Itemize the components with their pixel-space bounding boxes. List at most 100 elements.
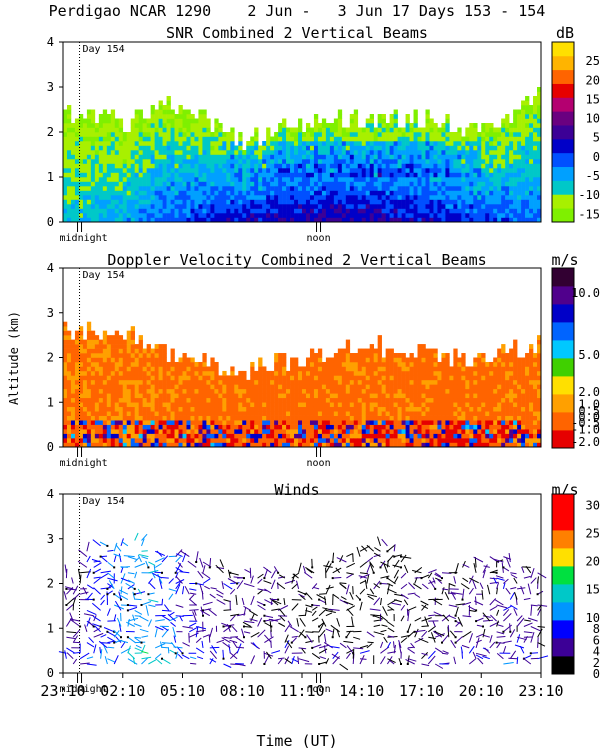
heatmap-cell	[202, 424, 207, 430]
heatmap-cell	[389, 136, 394, 142]
heatmap-cell	[441, 177, 446, 182]
heatmap-cell	[186, 217, 191, 223]
heatmap-cell	[473, 420, 478, 425]
heatmap-cell	[321, 190, 327, 196]
heatmap-cell	[317, 199, 323, 205]
heatmap-cell	[425, 190, 430, 196]
heatmap-cell	[134, 190, 139, 196]
heatmap-cell	[166, 397, 171, 403]
heatmap-cell	[82, 145, 88, 151]
heatmap-cell	[385, 195, 390, 200]
heatmap-cell	[230, 379, 235, 385]
heatmap-cell	[337, 136, 343, 142]
heatmap-cell	[481, 213, 486, 218]
heatmap-cell	[174, 361, 179, 367]
heatmap-cell	[469, 442, 474, 448]
heatmap-cell	[210, 195, 215, 200]
heatmap-cell	[78, 442, 84, 448]
heatmap-cell	[497, 168, 502, 173]
heatmap-cell	[317, 150, 323, 155]
heatmap-cell	[417, 163, 422, 169]
heatmap-cell	[174, 379, 179, 385]
heatmap-cell	[130, 326, 135, 331]
heatmap-cell	[497, 195, 502, 200]
heatmap-cell	[242, 429, 247, 434]
heatmap-cell	[74, 357, 80, 363]
heatmap-cell	[214, 199, 219, 205]
heatmap-cell	[162, 344, 167, 349]
heatmap-cell	[537, 87, 542, 92]
heatmap-cell	[82, 208, 88, 214]
heatmap-cell	[529, 132, 534, 137]
heatmap-cell	[357, 204, 363, 209]
heatmap-cell	[218, 136, 223, 142]
heatmap-cell	[170, 118, 175, 124]
heatmap-cell	[142, 384, 147, 390]
heatmap-cell	[118, 190, 124, 196]
heatmap-cell	[126, 433, 132, 439]
heatmap-cell	[421, 136, 426, 142]
heatmap-cell	[162, 213, 167, 218]
heatmap-cell	[130, 195, 135, 200]
heatmap-cell	[282, 159, 287, 164]
heatmap-cell	[453, 199, 458, 205]
heatmap-cell	[517, 114, 522, 119]
heatmap-cell	[114, 397, 120, 403]
heatmap-cell	[110, 357, 116, 363]
heatmap-cell	[409, 177, 414, 182]
heatmap-cell	[389, 411, 394, 416]
heatmap-cell	[130, 141, 135, 146]
heatmap-cell	[425, 433, 430, 439]
heatmap-cell	[393, 384, 398, 390]
heatmap-cell	[274, 195, 279, 200]
heatmap-cell	[198, 118, 203, 124]
heatmap-cell	[441, 438, 446, 443]
heatmap-cell	[397, 199, 402, 205]
colorbar-swatch	[552, 69, 574, 84]
heatmap-cell	[313, 415, 319, 421]
heatmap-cell	[130, 335, 135, 340]
heatmap-cell	[341, 213, 347, 218]
heatmap-cell	[286, 163, 291, 169]
heatmap-cell	[138, 172, 143, 178]
heatmap-cell	[106, 366, 112, 372]
heatmap-cell	[533, 186, 538, 191]
heatmap-cell	[130, 406, 135, 412]
heatmap-cell	[369, 397, 374, 403]
heatmap-cell	[278, 375, 283, 381]
heatmap-cell	[86, 442, 92, 448]
heatmap-cell	[218, 384, 223, 390]
heatmap-cell	[361, 141, 367, 146]
heatmap-cell	[63, 384, 68, 390]
heatmap-cell	[254, 411, 259, 416]
heatmap-cell	[106, 132, 112, 137]
heatmap-cell	[445, 204, 450, 209]
heatmap-cell	[150, 406, 155, 412]
heatmap-cell	[246, 163, 251, 169]
heatmap-cell	[178, 145, 183, 151]
heatmap-cell	[449, 145, 454, 151]
heatmap-cell	[353, 429, 359, 434]
heatmap-cell	[473, 370, 478, 376]
heatmap-cell	[413, 150, 418, 155]
heatmap-cell	[345, 438, 351, 443]
heatmap-cell	[421, 379, 426, 385]
heatmap-cell	[433, 141, 438, 146]
heatmap-cell	[313, 195, 319, 200]
heatmap-cell	[437, 370, 442, 376]
heatmap-cell	[298, 168, 303, 173]
heatmap-cell	[226, 384, 231, 390]
heatmap-cell	[453, 186, 458, 191]
heatmap-cell	[433, 177, 438, 182]
heatmap-cell	[226, 415, 231, 421]
heatmap-cell	[501, 123, 506, 128]
heatmap-cell	[86, 186, 92, 191]
heatmap-cell	[258, 438, 263, 443]
heatmap-cell	[417, 145, 422, 151]
heatmap-cell	[409, 433, 414, 439]
heatmap-cell	[341, 172, 347, 178]
heatmap-cell	[525, 109, 530, 115]
heatmap-cell	[146, 181, 151, 187]
heatmap-cell	[305, 177, 311, 182]
heatmap-cell	[162, 195, 167, 200]
